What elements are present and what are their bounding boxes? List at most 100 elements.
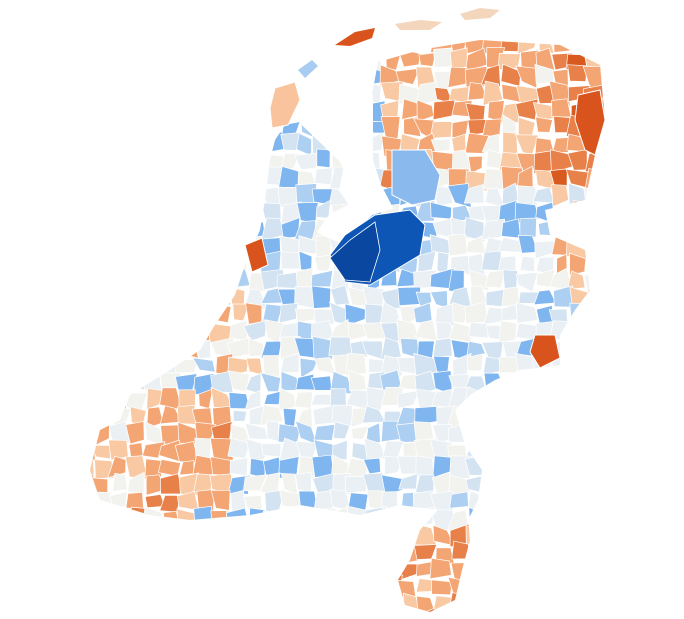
municipality (110, 376, 128, 391)
municipality (192, 594, 217, 612)
municipality (313, 424, 336, 441)
municipality (487, 608, 503, 612)
municipality (111, 183, 132, 207)
municipality (636, 31, 654, 53)
municipality (56, 201, 80, 221)
municipality (451, 119, 469, 138)
municipality (485, 288, 507, 308)
municipality (175, 201, 200, 222)
municipality (263, 40, 283, 54)
municipality (549, 608, 573, 612)
municipality (519, 217, 537, 239)
municipality (432, 337, 453, 358)
municipality (585, 341, 605, 357)
municipality (280, 131, 302, 151)
municipality (534, 370, 556, 394)
municipality (385, 14, 397, 33)
municipality (111, 40, 132, 54)
municipality (193, 201, 218, 221)
municipality (158, 63, 184, 89)
municipality (500, 473, 523, 495)
municipality (551, 406, 574, 429)
municipality (429, 610, 453, 612)
municipality (143, 199, 166, 224)
municipality (413, 607, 438, 612)
municipality (533, 611, 553, 612)
municipality (108, 166, 132, 192)
municipality (516, 580, 540, 599)
municipality (227, 200, 247, 221)
municipality (106, 134, 131, 156)
municipality (470, 16, 488, 37)
municipality (114, 0, 127, 17)
municipality (515, 98, 539, 121)
municipality (90, 539, 96, 560)
municipality (128, 252, 147, 272)
municipality (56, 337, 75, 356)
municipality (483, 372, 507, 394)
municipality (362, 286, 385, 307)
municipality (481, 118, 502, 138)
municipality (585, 356, 605, 375)
municipality (93, 374, 114, 395)
municipality (60, 292, 79, 304)
municipality (585, 372, 605, 395)
municipality (398, 473, 418, 490)
municipality (583, 187, 605, 207)
municipality (635, 508, 656, 526)
municipality (568, 475, 592, 491)
municipality (586, 302, 603, 323)
municipality (159, 335, 184, 356)
municipality (277, 595, 302, 612)
municipality (299, 611, 317, 612)
municipality (176, 217, 197, 237)
municipality (90, 609, 97, 612)
municipality (90, 83, 98, 105)
municipality (145, 321, 165, 340)
municipality (163, 575, 180, 596)
municipality (636, 442, 654, 461)
municipality (600, 373, 605, 393)
municipality (211, 237, 233, 253)
municipality (61, 101, 77, 122)
municipality (534, 0, 557, 18)
municipality (265, 609, 283, 612)
municipality (56, 489, 79, 509)
municipality (56, 360, 79, 375)
municipality (111, 304, 129, 325)
municipality (91, 0, 113, 20)
municipality (620, 355, 637, 374)
municipality (618, 305, 641, 322)
municipality (535, 201, 556, 225)
municipality (636, 540, 656, 559)
municipality (344, 65, 364, 88)
municipality (464, 609, 489, 612)
municipality (91, 133, 111, 155)
municipality (90, 459, 95, 480)
municipality (497, 493, 524, 510)
municipality (193, 505, 213, 532)
municipality (536, 597, 557, 612)
island (298, 60, 318, 78)
municipality (600, 13, 621, 34)
municipality (174, 149, 201, 172)
municipality (90, 287, 116, 308)
municipality (108, 510, 130, 526)
municipality (298, 250, 313, 272)
municipality (193, 14, 211, 37)
municipality (90, 404, 98, 429)
municipality (126, 151, 149, 175)
municipality (588, 217, 605, 242)
municipality (176, 135, 196, 152)
municipality (551, 184, 570, 208)
municipality (620, 320, 639, 343)
municipality (195, 576, 216, 597)
municipality (601, 340, 605, 359)
municipality (113, 284, 132, 309)
municipality (622, 205, 638, 223)
municipality (294, 152, 320, 170)
municipality (176, 120, 201, 138)
municipality (585, 573, 605, 598)
municipality (636, 85, 659, 102)
municipality (210, 202, 234, 224)
